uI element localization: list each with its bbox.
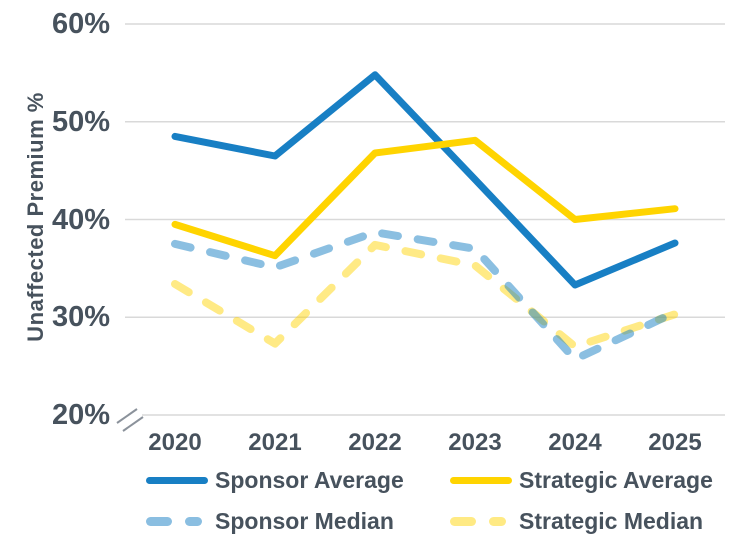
chart-legend: Sponsor Average Strategic Average Sponsor … — [146, 466, 713, 535]
legend-label: Strategic Average — [519, 466, 713, 493]
series-line-strategic-average — [171, 136, 679, 260]
legend-item-sponsor-median: Sponsor Median — [146, 507, 450, 535]
dashed-line-swatch-icon — [450, 516, 512, 526]
legend-label: Sponsor Average — [215, 466, 404, 493]
legend-item-sponsor-average: Sponsor Average — [146, 466, 450, 494]
solid-line-swatch-icon — [450, 476, 512, 484]
legend-item-strategic-median: Strategic Median — [450, 507, 713, 535]
legend-label: Strategic Median — [519, 507, 704, 534]
dashed-line-swatch-icon — [146, 516, 208, 526]
legend-label: Sponsor Median — [215, 507, 394, 534]
axis-break-mark — [122, 416, 144, 432]
series-line-sponsor-median — [171, 228, 679, 364]
axis-break-mark — [116, 408, 138, 424]
solid-line-swatch-icon — [146, 476, 208, 484]
legend-item-strategic-average: Strategic Average — [450, 466, 713, 494]
series-line-strategic-median — [171, 240, 679, 351]
series-line-sponsor-average — [171, 71, 679, 289]
y-axis-title: Unaffected Premium % — [23, 92, 48, 342]
